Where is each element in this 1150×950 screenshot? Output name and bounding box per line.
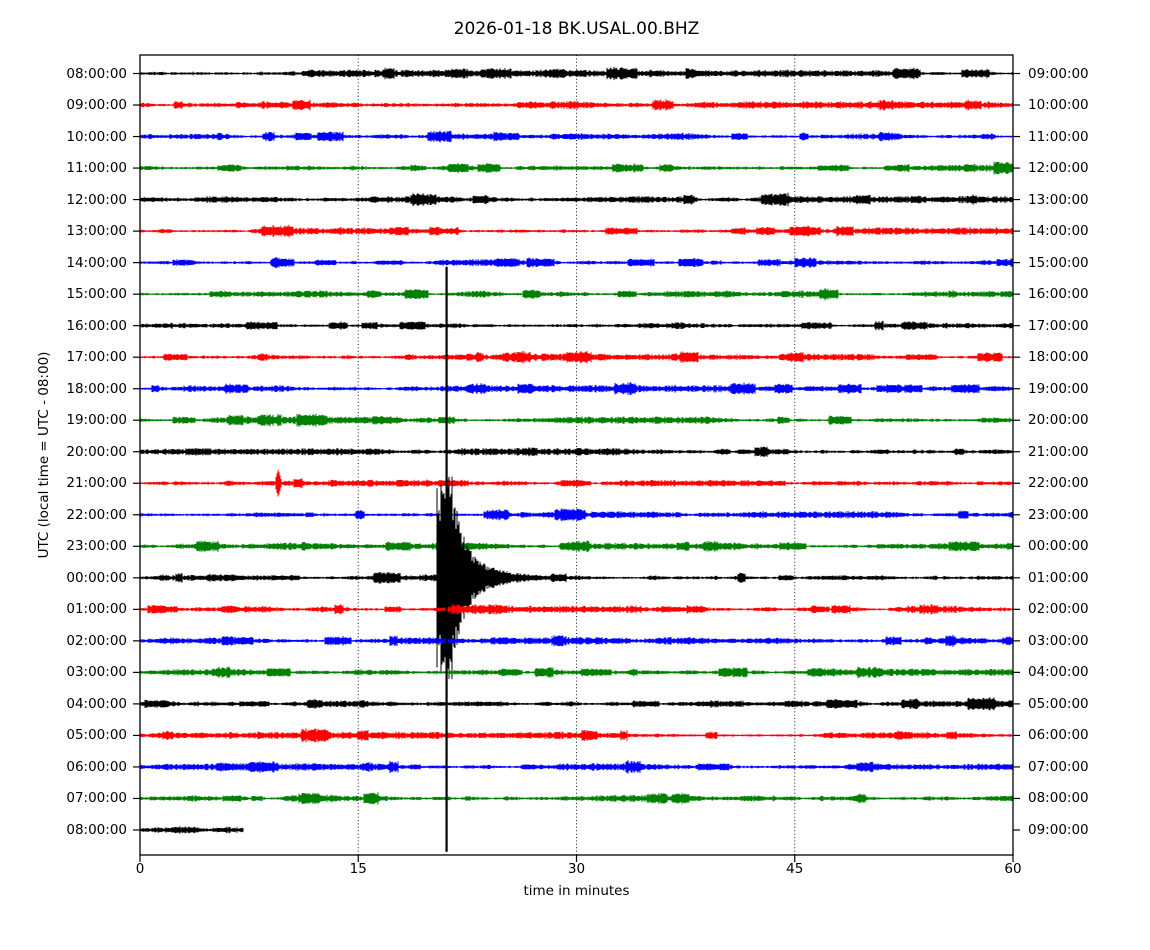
x-tick-label-4: 60 xyxy=(1004,861,1022,877)
right-tick-label-19: 04:00:00 xyxy=(1028,664,1089,681)
left-tick-label-15: 23:00:00 xyxy=(66,538,127,555)
right-tick-label-10: 19:00:00 xyxy=(1028,380,1089,397)
right-tick-label-2: 11:00:00 xyxy=(1028,128,1089,145)
trace-row-8 xyxy=(139,320,1014,331)
event-clipped-spike xyxy=(445,266,448,852)
right-tick-label-15: 00:00:00 xyxy=(1028,538,1089,555)
left-tick-label-20: 04:00:00 xyxy=(66,695,127,712)
left-tick-label-23: 07:00:00 xyxy=(66,790,127,807)
left-tick-label-11: 19:00:00 xyxy=(66,412,127,429)
left-tick-label-2: 10:00:00 xyxy=(66,128,127,145)
x-tick-label-0: 0 xyxy=(135,861,145,877)
left-tick-label-4: 12:00:00 xyxy=(66,191,127,208)
right-tick-label-5: 14:00:00 xyxy=(1028,223,1089,240)
trace-row-15 xyxy=(139,540,1014,553)
left-tick-label-9: 17:00:00 xyxy=(66,349,127,366)
trace-row-9 xyxy=(139,351,1014,364)
left-tick-label-24: 08:00:00 xyxy=(66,821,127,838)
right-tick-label-12: 21:00:00 xyxy=(1028,443,1089,460)
trace-row-19 xyxy=(139,666,1014,679)
left-tick-label-8: 16:00:00 xyxy=(66,317,127,334)
right-tick-label-18: 03:00:00 xyxy=(1028,632,1089,649)
x-tick-label-2: 30 xyxy=(567,861,586,877)
right-tick-label-14: 23:00:00 xyxy=(1028,506,1089,523)
trace-row-21 xyxy=(139,728,1014,743)
x-tick-label-1: 15 xyxy=(349,861,367,877)
right-tick-label-4: 13:00:00 xyxy=(1028,191,1089,208)
left-tick-label-17: 01:00:00 xyxy=(66,601,127,618)
left-tick-label-16: 00:00:00 xyxy=(66,569,127,586)
left-tick-label-7: 15:00:00 xyxy=(66,286,127,303)
right-tick-label-3: 12:00:00 xyxy=(1028,160,1089,177)
right-tick-label-20: 05:00:00 xyxy=(1028,695,1089,712)
left-tick-label-21: 05:00:00 xyxy=(66,727,127,744)
trace-row-23 xyxy=(139,792,1014,805)
right-tick-label-7: 16:00:00 xyxy=(1028,286,1089,303)
right-tick-label-21: 06:00:00 xyxy=(1028,727,1089,744)
left-tick-label-10: 18:00:00 xyxy=(66,380,127,397)
trace-row-1 xyxy=(139,99,1014,111)
right-tick-label-16: 01:00:00 xyxy=(1028,569,1089,586)
right-tick-label-13: 22:00:00 xyxy=(1028,475,1089,492)
x-axis-label: time in minutes xyxy=(523,883,630,899)
trace-row-24 xyxy=(139,826,244,834)
right-tick-label-8: 17:00:00 xyxy=(1028,317,1089,334)
chart-title: 2026-01-18 BK.USAL.00.BHZ xyxy=(453,19,700,39)
left-tick-label-3: 11:00:00 xyxy=(66,160,127,177)
left-tick-label-13: 21:00:00 xyxy=(66,475,127,492)
right-tick-label-6: 15:00:00 xyxy=(1028,254,1089,271)
right-tick-label-23: 08:00:00 xyxy=(1028,790,1089,807)
right-tick-label-24: 09:00:00 xyxy=(1028,821,1089,838)
right-tick-label-0: 09:00:00 xyxy=(1028,65,1089,82)
left-tick-label-22: 06:00:00 xyxy=(66,758,127,775)
right-tick-label-1: 10:00:00 xyxy=(1028,97,1089,114)
trace-row-12 xyxy=(139,446,1014,457)
y-axis-label: UTC (local time = UTC - 08:00) xyxy=(36,351,52,559)
x-tick-label-3: 45 xyxy=(786,861,804,877)
trace-row-3 xyxy=(139,161,1014,175)
left-tick-label-19: 03:00:00 xyxy=(66,664,127,681)
left-tick-label-14: 22:00:00 xyxy=(66,506,127,523)
right-tick-label-17: 02:00:00 xyxy=(1028,601,1089,618)
left-tick-label-6: 14:00:00 xyxy=(66,254,127,271)
right-tick-label-11: 20:00:00 xyxy=(1028,412,1089,429)
left-tick-label-12: 20:00:00 xyxy=(66,443,127,460)
left-tick-label-18: 02:00:00 xyxy=(66,632,127,649)
left-tick-label-5: 13:00:00 xyxy=(66,223,127,240)
trace-row-16 xyxy=(139,476,1014,680)
right-tick-label-9: 18:00:00 xyxy=(1028,349,1089,366)
trace-row-14 xyxy=(139,508,1014,522)
left-tick-label-1: 09:00:00 xyxy=(66,97,127,114)
right-tick-label-22: 07:00:00 xyxy=(1028,758,1089,775)
trace-row-10 xyxy=(139,382,1014,395)
left-tick-label-0: 08:00:00 xyxy=(66,65,127,82)
